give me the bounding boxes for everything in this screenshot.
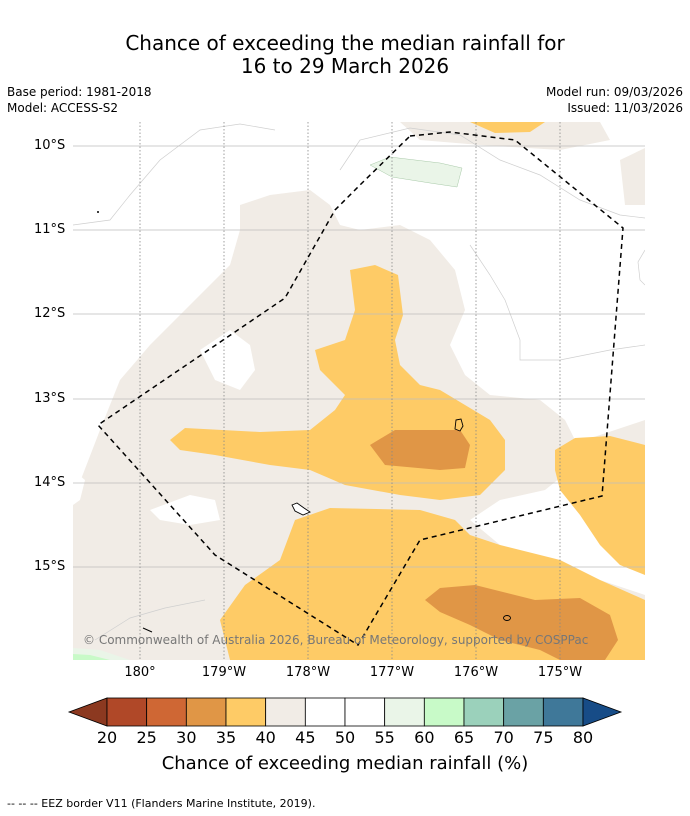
contour-line-right	[637, 249, 645, 286]
lon-gridlines	[139, 122, 561, 660]
contour-line-sw	[94, 599, 206, 641]
colorbar-swatch	[423, 697, 465, 727]
title-line-2: 16 to 29 March 2026	[240, 54, 450, 78]
model-name: Model: ACCESS-S2	[7, 101, 119, 115]
colorbar-extend-low	[67, 697, 108, 727]
colorbar-swatch	[304, 697, 346, 727]
lon-label-177w: 177°W	[369, 665, 415, 680]
lat-label-10s: 10°S	[34, 138, 66, 153]
region-30-35-central	[370, 430, 470, 470]
region-40-45-top	[400, 122, 610, 150]
contour-line-north	[339, 127, 645, 219]
colorbar-tick-label: 25	[136, 728, 157, 747]
lat-label-11s: 11°S	[34, 222, 66, 237]
region-60-65-sw	[73, 654, 110, 660]
lat-label-13s: 13°S	[34, 391, 66, 406]
colorbar-swatch	[542, 697, 584, 727]
colorbar-tick-label: 75	[533, 728, 554, 747]
model-run: Model run: 09/03/2026	[545, 85, 683, 99]
lat-gridlines	[73, 145, 645, 568]
colorbar	[67, 697, 623, 727]
chart-title: Chance of exceeding the median rainfall …	[0, 32, 690, 78]
colorbar-extend-high	[582, 697, 623, 727]
base-period: Base period: 1981-2018	[7, 85, 152, 99]
colorbar-tick-label: 70	[493, 728, 514, 747]
colorbar-label: Chance of exceeding median rainfall (%)	[161, 753, 529, 774]
region-30-35-south	[425, 585, 618, 660]
colorbar-swatch	[146, 697, 187, 727]
lat-label-12s: 12°S	[34, 306, 66, 321]
meta-left: Base period: 1981-2018 Model: ACCESS-S2	[7, 84, 152, 116]
lon-label-179w: 179°W	[201, 665, 247, 680]
lat-label-15s: 15°S	[34, 559, 66, 574]
colorbar-swatch	[265, 697, 306, 727]
colorbar-tick-label: 65	[453, 728, 475, 747]
hole-west	[200, 330, 255, 390]
eez-legend-note: -- -- -- EEZ border V11 (Flanders Marine…	[7, 797, 316, 810]
islet-northwest	[97, 211, 99, 213]
colorbar-tick-label: 40	[255, 728, 276, 747]
region-35-40-east	[555, 436, 645, 575]
islet-sw	[142, 627, 153, 633]
colorbar-swatch	[463, 697, 505, 727]
region-35-40-top	[470, 122, 545, 133]
colorbar-swatch	[344, 697, 386, 727]
colorbar-swatch	[384, 697, 425, 727]
hole-edge	[73, 470, 85, 505]
region-40-45-right	[620, 148, 645, 205]
eez-border	[96, 131, 624, 647]
region-55-60-north	[369, 156, 463, 188]
colorbar-tick-label: 60	[414, 728, 435, 747]
lon-label-176w: 176°W	[453, 665, 499, 680]
colorbar-swatch	[225, 697, 267, 727]
island-central	[454, 418, 464, 432]
colorbar-tick-label: 50	[334, 728, 356, 747]
colorbar-tick-label: 35	[215, 728, 237, 747]
lat-label-14s: 14°S	[34, 475, 66, 490]
colorbar-tick-label: 80	[572, 728, 594, 747]
island-south	[503, 615, 511, 621]
lon-label-180: 180°	[124, 665, 156, 680]
meta-right: Model run: 09/03/2026 Issued: 11/03/2026	[546, 84, 683, 116]
colorbar-swatch	[185, 697, 227, 727]
hole-southwest	[150, 495, 220, 525]
colorbar-tick-label: 45	[295, 728, 316, 747]
lon-label-175w: 175°W	[537, 665, 583, 680]
island-west	[291, 502, 311, 516]
contour-line-east	[469, 244, 645, 361]
colorbar-swatch	[503, 697, 544, 727]
colorbar-swatch	[106, 697, 148, 727]
copyright-notice: © Commonwealth of Australia 2026, Bureau…	[83, 633, 589, 647]
colorbar-tick-label: 30	[176, 728, 197, 747]
issued-date: Issued: 11/03/2026	[567, 101, 683, 115]
contour-line-northwest	[73, 123, 276, 226]
colorbar-tick-label: 20	[96, 728, 118, 747]
title-line-1: Chance of exceeding the median rainfall …	[125, 31, 565, 55]
map-area	[73, 122, 645, 660]
lon-label-178w: 178°W	[285, 665, 331, 680]
colorbar-tick-label: 55	[374, 728, 395, 747]
